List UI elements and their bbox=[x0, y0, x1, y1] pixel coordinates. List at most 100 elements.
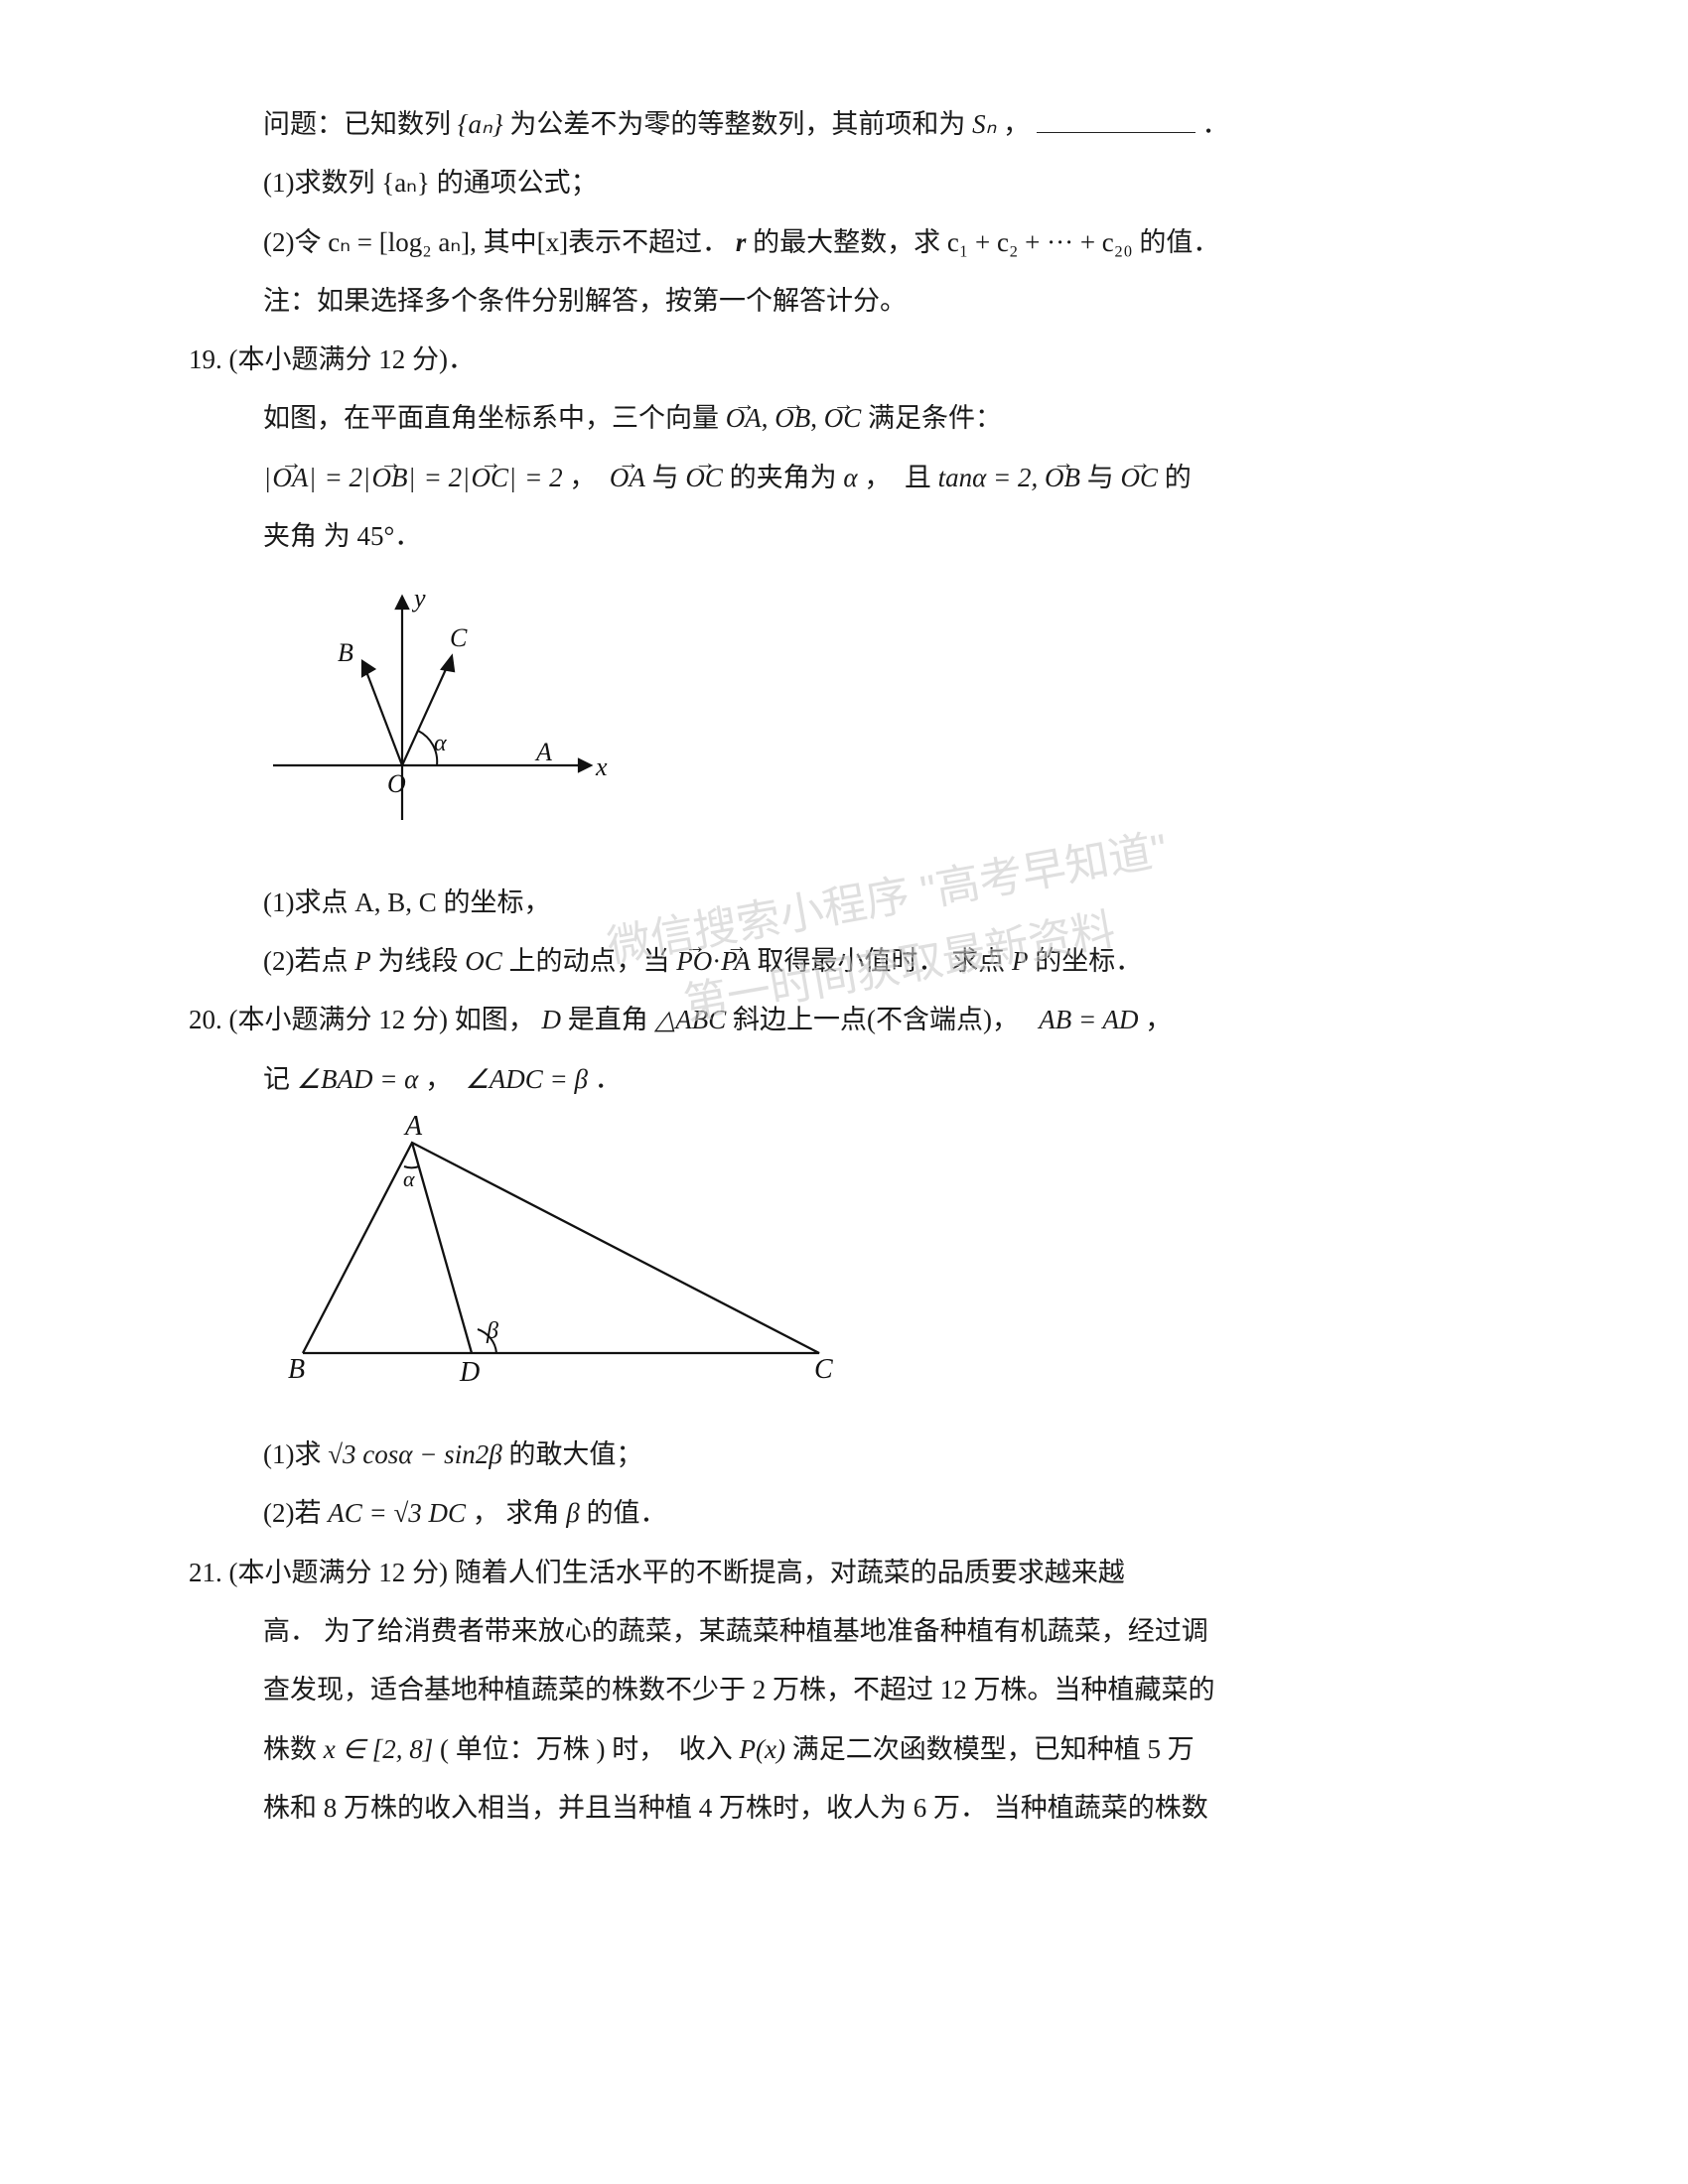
q19-l2: |→OA| = 2|→OB| = 2|→OC| = 2 ， →OA 与 →OC … bbox=[263, 453, 1499, 503]
beta: β bbox=[566, 1498, 579, 1528]
q18-S: Sₙ bbox=[972, 109, 996, 139]
q18-part1: (1)求数列 {aₙ} 的通项公式； bbox=[263, 158, 1499, 208]
svg-text:C: C bbox=[450, 623, 468, 652]
text: 株数 bbox=[263, 1734, 324, 1764]
text: 为线段 bbox=[377, 946, 465, 976]
q21-l5: 株和 8 万株的收入相当，并且当种植 4 万株时，收人为 6 万． 当种植蔬菜的… bbox=[263, 1783, 1499, 1834]
text: (2)若 bbox=[263, 1498, 328, 1528]
text: 是直角 bbox=[568, 1005, 655, 1034]
text: 的值． bbox=[586, 1498, 666, 1528]
text: ， bbox=[1003, 109, 1030, 139]
text: 问题：已知数列 bbox=[263, 109, 451, 139]
D: D bbox=[541, 1005, 561, 1034]
svg-text:D: D bbox=[459, 1357, 480, 1388]
exam-page: 问题：已知数列 {aₙ} 为公差不为零的等整数列，其前项和为 Sₙ ， ． (1… bbox=[0, 0, 1688, 2184]
svg-text:α: α bbox=[434, 731, 447, 756]
expr: AC = √3 DC bbox=[328, 1498, 466, 1528]
text: 如图，在平面直角坐标系中，三个向量 bbox=[263, 403, 726, 433]
P: P bbox=[354, 946, 371, 976]
tan: tanα = 2, bbox=[938, 463, 1039, 492]
P: P bbox=[1012, 946, 1029, 976]
xin: x ∈ [2, 8] bbox=[324, 1734, 434, 1764]
svg-text:O: O bbox=[387, 769, 406, 798]
text: (2)若点 bbox=[263, 946, 354, 976]
text: ． bbox=[1202, 109, 1229, 139]
text: ． bbox=[595, 1064, 622, 1094]
text: ， 且 bbox=[864, 463, 937, 492]
q18-seq: {aₙ} bbox=[458, 109, 503, 139]
q18-note: 注：如果选择多个条件分别解答，按第一个解答计分。 bbox=[263, 276, 1499, 327]
q19-l3: 夹角 为 45°． bbox=[263, 511, 1499, 562]
svg-text:B: B bbox=[288, 1354, 305, 1385]
text: (1)求点 A, B, C 的坐标， bbox=[263, 887, 551, 917]
text: (1)求数列 {aₙ} 的通项公式； bbox=[263, 168, 598, 198]
alpha: α bbox=[843, 463, 857, 492]
text: 上的动点，当 bbox=[509, 946, 677, 976]
q21-l3: 查发现，适合基地种植蔬菜的株数不少于 2 万株，不超过 12 万株。当种植藏菜的 bbox=[263, 1665, 1499, 1715]
svg-text:A: A bbox=[403, 1115, 423, 1142]
vec-OB: →OB bbox=[774, 393, 810, 444]
svg-text:x: x bbox=[595, 752, 608, 781]
triangle-figure: A α B D C β bbox=[263, 1115, 879, 1403]
q21-num: 21. bbox=[189, 1558, 222, 1587]
angADC: ∠ADC = β bbox=[466, 1064, 588, 1094]
text: 斜边上一点(不含端点)， bbox=[733, 1005, 1032, 1034]
svg-text:y: y bbox=[411, 584, 426, 613]
q19-l1: 如图，在平面直角坐标系中，三个向量 →OA, →OB, →OC 满足条件： bbox=[263, 393, 1499, 444]
eq: AB = AD bbox=[1039, 1005, 1138, 1034]
text: 与 bbox=[652, 463, 686, 492]
blank-line bbox=[1037, 105, 1196, 133]
q20-part1: (1)求 √3 cosα − sin2β 的敢大值； bbox=[263, 1430, 1499, 1480]
text: ( 单位：万株 ) 时， 收入 bbox=[440, 1734, 739, 1764]
text: 满足条件： bbox=[868, 403, 1002, 433]
text: r bbox=[736, 227, 747, 257]
q20-figure: A α B D C β bbox=[263, 1115, 1499, 1420]
svg-text:α: α bbox=[403, 1166, 415, 1191]
text: 高． 为了给消费者带来放心的蔬菜，某蔬菜种植基地准备种植有机蔬菜，经过调 bbox=[263, 1616, 1208, 1646]
text: (1)求 bbox=[263, 1439, 328, 1469]
text: 的敢大值； bbox=[508, 1439, 642, 1469]
Px: P(x) bbox=[740, 1734, 785, 1764]
angBAD: ∠BAD = α bbox=[297, 1064, 419, 1094]
vec-OC: →OC bbox=[685, 453, 723, 503]
text: 记 bbox=[263, 1064, 297, 1094]
expr: √3 cosα − sin2β bbox=[328, 1439, 501, 1469]
tri: △ABC bbox=[654, 1005, 726, 1034]
text: 取得最小值时． 求点 bbox=[758, 946, 1013, 976]
text: ， 求角 bbox=[473, 1498, 567, 1528]
text: 的 bbox=[1165, 463, 1192, 492]
q19-head: 19. (本小题满分 12 分)． bbox=[189, 335, 1499, 385]
text: ， bbox=[569, 463, 603, 492]
text: (2)令 cₙ = [log₂ aₙ], 其中[x]表示不超过． bbox=[263, 227, 729, 257]
coord-figure: x y O A B C α bbox=[263, 572, 640, 850]
q21-head: 21. (本小题满分 12 分) 随着人们生活水平的不断提高，对蔬菜的品质要求越… bbox=[189, 1548, 1499, 1598]
text: 满足二次函数模型，已知种植 5 万 bbox=[792, 1734, 1195, 1764]
q21-l4: 株数 x ∈ [2, 8] ( 单位：万株 ) 时， 收入 P(x) 满足二次函… bbox=[263, 1724, 1499, 1775]
q19-part1: (1)求点 A, B, C 的坐标， bbox=[263, 878, 1499, 928]
text: 夹角 为 45°． bbox=[263, 521, 421, 551]
q19-figure: x y O A B C α bbox=[263, 572, 1499, 867]
vec-OC: →OC bbox=[1121, 453, 1159, 503]
vec-OA: →OA bbox=[610, 453, 645, 503]
vec-PA: →PA bbox=[721, 936, 751, 987]
text: 与 bbox=[1087, 463, 1121, 492]
text: 的最大整数，求 c₁ + c₂ + ··· + c₂₀ 的值． bbox=[753, 227, 1219, 257]
q21-l2: 高． 为了给消费者带来放心的蔬菜，某蔬菜种植基地准备种植有机蔬菜，经过调 bbox=[263, 1606, 1499, 1657]
svg-text:C: C bbox=[814, 1354, 833, 1385]
text: 的坐标． bbox=[1035, 946, 1142, 976]
q20-l2: 记 ∠BAD = α ， ∠ADC = β ． bbox=[263, 1054, 1499, 1105]
text: ， bbox=[1145, 1005, 1172, 1034]
q18-intro: 问题：已知数列 {aₙ} 为公差不为零的等整数列，其前项和为 Sₙ ， ． bbox=[263, 99, 1499, 150]
svg-text:A: A bbox=[534, 738, 552, 766]
text: (本小题满分 12 分)． bbox=[229, 344, 475, 374]
q20-head: 20. (本小题满分 12 分) 如图， D 是直角 △ABC 斜边上一点(不含… bbox=[189, 995, 1499, 1045]
svg-text:β: β bbox=[486, 1318, 498, 1344]
q18-part2: (2)令 cₙ = [log₂ aₙ], 其中[x]表示不超过． r 的最大整数… bbox=[263, 217, 1499, 268]
q20-part2: (2)若 AC = √3 DC ， 求角 β 的值． bbox=[263, 1488, 1499, 1539]
text: 为公差不为零的等整数列，其前项和为 bbox=[509, 109, 965, 139]
vec-OC: →OC bbox=[824, 393, 862, 444]
eqn: |→OA| = 2|→OB| = 2|→OC| = 2 bbox=[263, 463, 569, 492]
q19-num: 19. bbox=[189, 344, 222, 374]
vec-OA: →OA bbox=[726, 393, 762, 444]
q19-part2: (2)若点 P 为线段 OC 上的动点，当 →PO·→PA 取得最小值时． 求点… bbox=[263, 936, 1499, 987]
